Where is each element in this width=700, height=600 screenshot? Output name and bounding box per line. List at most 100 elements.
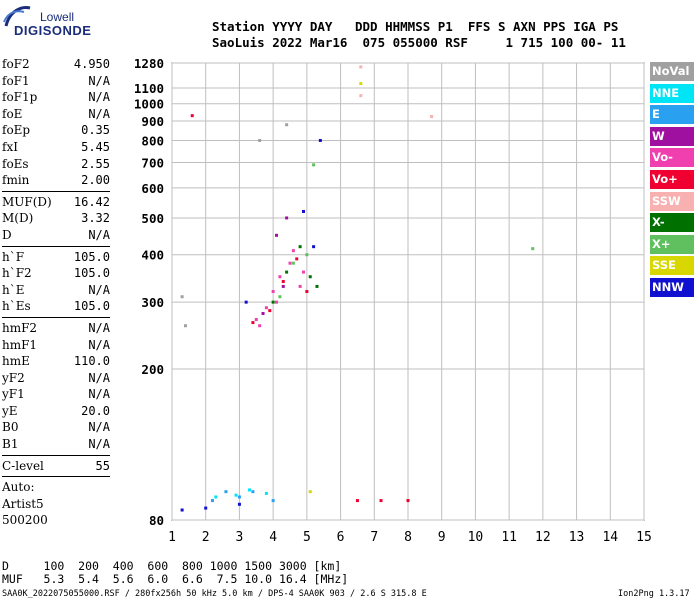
param-row: hmE 110.0 — [2, 353, 110, 370]
data-point — [406, 499, 410, 503]
legend-item: X- — [650, 213, 694, 233]
data-point — [180, 295, 184, 299]
param-label: foF1 — [2, 73, 30, 88]
y-tick-label: 200 — [141, 362, 164, 377]
param-row: h`F 105.0 — [2, 249, 110, 266]
data-point — [318, 138, 322, 142]
data-point — [301, 270, 305, 274]
data-point — [264, 306, 268, 310]
param-value: N/A — [88, 90, 110, 105]
param-value: 105.0 — [73, 266, 110, 281]
legend-item: Vo+ — [650, 169, 694, 189]
param-label: h`F2 — [2, 266, 32, 281]
data-point — [278, 275, 282, 279]
param-label: yE — [2, 403, 18, 418]
data-point — [268, 309, 272, 313]
data-point — [315, 284, 319, 288]
param-row: foEp 0.35 — [2, 122, 110, 139]
param-value: 2.55 — [81, 156, 110, 171]
param-value: 3.32 — [81, 211, 110, 226]
data-point — [295, 257, 299, 261]
data-point — [180, 508, 184, 512]
param-value: N/A — [88, 106, 110, 121]
data-point — [355, 499, 359, 503]
param-label: foF2 — [2, 57, 30, 71]
divider — [2, 245, 110, 247]
param-value: 0.35 — [81, 123, 110, 138]
param-value: N/A — [88, 387, 110, 402]
x-tick-label: 13 — [569, 530, 585, 545]
param-row: foEs 2.55 — [2, 156, 110, 173]
y-tick-label: 1280 — [134, 56, 164, 71]
data-point — [204, 506, 208, 510]
data-point — [312, 245, 316, 249]
x-tick-label: 1 — [168, 530, 176, 545]
data-point — [248, 488, 252, 492]
param-value: 55 — [95, 458, 110, 473]
param-value: 110.0 — [73, 354, 110, 369]
legend-item: X+ — [650, 234, 694, 254]
legend-item: SSW — [650, 191, 694, 211]
param-label: MUF(D) — [2, 194, 52, 209]
data-point — [254, 318, 258, 322]
param-value: 2.00 — [81, 173, 110, 188]
digisonde-logo-icon — [3, 6, 31, 27]
data-point — [288, 261, 292, 265]
param-group-3: h`F 105.0 h`F2 105.0 h`E N/A h`Es 105.0 — [2, 249, 110, 315]
data-point — [430, 115, 434, 119]
param-label: M(D) — [2, 211, 34, 226]
data-point — [291, 261, 295, 265]
param-row: fmin 2.00 — [2, 172, 110, 189]
param-label: hmF2 — [2, 320, 38, 335]
param-label: hmF1 — [2, 337, 38, 352]
footer-file-info: SAA0K_2022075055000.RSF / 280fx256h 50 k… — [2, 589, 427, 599]
legend-item: NNW — [650, 277, 694, 297]
data-point — [285, 216, 289, 220]
param-value: N/A — [88, 420, 110, 435]
param-label: fxI — [2, 139, 18, 154]
y-tick-label: 500 — [141, 211, 164, 226]
param-label: foE — [2, 106, 23, 121]
data-point — [271, 300, 275, 304]
data-point — [531, 247, 535, 251]
legend-item: SSE — [650, 256, 694, 276]
param-label: foF1p — [2, 90, 38, 105]
param-label: foEs — [2, 156, 29, 171]
data-point — [308, 275, 312, 279]
data-point — [305, 253, 309, 257]
divider — [2, 476, 110, 478]
x-tick-label: 6 — [337, 530, 345, 545]
data-point — [237, 502, 241, 506]
legend-item: E — [650, 105, 694, 125]
data-point — [183, 324, 187, 328]
data-point — [291, 249, 295, 253]
param-row: MUF(D) 16.42 — [2, 194, 110, 211]
auto-line: Artist5 — [2, 496, 44, 511]
param-row: D N/A — [2, 227, 110, 244]
param-label: h`Es — [2, 299, 31, 314]
data-point — [312, 163, 316, 167]
param-group-2: MUF(D) 16.42 M(D) 3.32 D N/A — [2, 194, 110, 244]
param-label: yF1 — [2, 387, 25, 402]
y-tick-label: 300 — [141, 295, 164, 310]
param-value: N/A — [88, 227, 110, 242]
parameter-sidebar: foF2 4.950 foF1 N/A foF1p N/A foE N/A foEp 0.35 fx… — [2, 56, 110, 529]
param-row: foF1 N/A — [2, 73, 110, 90]
data-point — [379, 499, 383, 503]
param-label: C-level — [2, 458, 44, 473]
data-point — [271, 499, 275, 503]
y-tick-label: 80 — [149, 513, 164, 528]
data-point — [214, 495, 218, 499]
param-row: yE 20.0 — [2, 403, 110, 420]
x-tick-label: 8 — [404, 530, 412, 545]
y-tick-label: 1100 — [134, 81, 164, 96]
legend-item: W — [650, 126, 694, 146]
auto-line: Auto: — [2, 480, 35, 495]
x-tick-label: 7 — [370, 530, 378, 545]
data-point — [261, 312, 265, 316]
param-label: B0 — [2, 420, 19, 435]
auto-scaling-info: Auto: Artist5 500200 — [2, 479, 110, 529]
legend-item: NoVal — [650, 62, 694, 81]
legend-item: NNE — [650, 83, 694, 103]
